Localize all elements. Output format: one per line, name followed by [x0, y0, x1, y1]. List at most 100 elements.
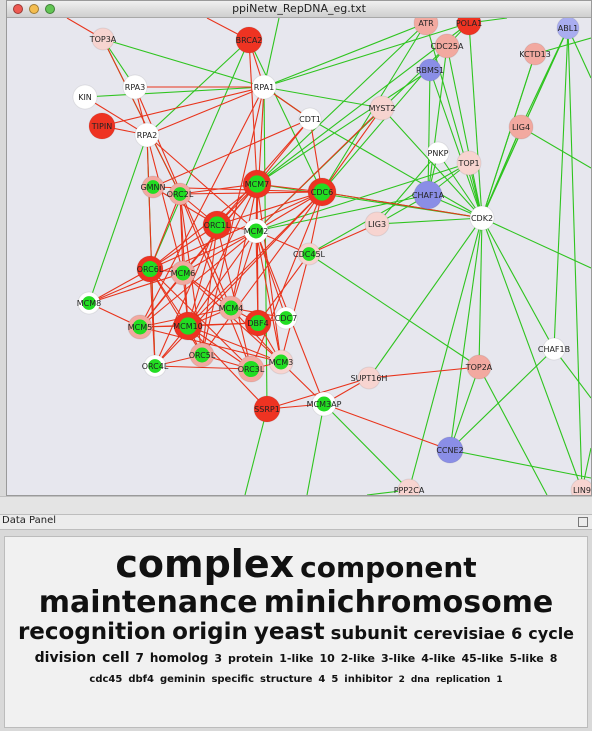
node-mcm6[interactable]: MCM6	[171, 261, 195, 285]
cloud-word[interactable]: 3-like	[381, 653, 415, 665]
node-rpa3[interactable]: RPA3	[123, 75, 147, 99]
cloud-word[interactable]: replication	[436, 676, 491, 685]
cloud-word[interactable]: dna	[411, 676, 430, 685]
edge-myst2-cdc6[interactable]	[322, 108, 382, 192]
node-brca2[interactable]: BRCA2	[236, 27, 263, 53]
node-top1[interactable]: TOP1	[457, 151, 481, 175]
edge-top3a-orc2l[interactable]	[103, 39, 180, 194]
edge-lin9-cdk2[interactable]	[482, 218, 582, 490]
node-orc3l[interactable]: ORC3L	[238, 356, 265, 382]
cloud-word[interactable]: cerevisiae	[414, 626, 506, 643]
cloud-word[interactable]: 1	[496, 676, 502, 685]
node-chaf1b[interactable]: CHAF1B	[538, 338, 570, 360]
node-orc6l[interactable]: ORC6L	[137, 256, 164, 282]
node-ccne2[interactable]: CCNE2	[436, 437, 463, 463]
node-ssrp1[interactable]: SSRP1	[254, 396, 280, 422]
cloud-word[interactable]: specific	[211, 675, 254, 686]
node-dbf4[interactable]: DBF4	[245, 310, 271, 336]
node-orc4l[interactable]: ORC4L	[142, 355, 169, 377]
cloud-word[interactable]: 4-like	[421, 653, 455, 665]
cloud-word[interactable]: 8	[550, 653, 558, 665]
edge-supt16h-cdk2[interactable]	[369, 218, 482, 378]
cloud-word[interactable]: protein	[228, 653, 273, 665]
node-mcm4[interactable]: MCM4	[219, 296, 243, 320]
edge-mcm3ap-ccne2[interactable]	[324, 404, 450, 450]
node-lin9[interactable]: LIN9	[571, 479, 591, 495]
cloud-word[interactable]: cdc45	[89, 675, 122, 686]
node-orc5l[interactable]: ORC5L	[189, 343, 216, 367]
cloud-word[interactable]: 2-like	[341, 653, 375, 665]
cloud-word[interactable]: 5-like	[509, 653, 543, 665]
node-tipin[interactable]: TIPIN	[89, 113, 115, 139]
node-mcm8[interactable]: MCM8	[77, 292, 101, 314]
node-mcm10[interactable]: MCM10	[173, 312, 203, 340]
cloud-word[interactable]: maintenance	[39, 587, 258, 619]
node-gmnn[interactable]: GMNN	[140, 176, 165, 198]
cloud-word[interactable]: 10	[319, 653, 334, 665]
node-ppp2ca[interactable]: PPP2CA	[394, 479, 425, 495]
cloud-word[interactable]: 7	[136, 652, 144, 665]
cloud-word[interactable]: component	[300, 553, 477, 582]
edge-myst2-mcm2[interactable]	[256, 108, 382, 231]
cloud-word[interactable]: 1-like	[279, 653, 313, 665]
edge-mcm3ap-ppp2ca[interactable]	[324, 404, 409, 490]
node-lig4[interactable]: LIG4	[509, 115, 533, 139]
edge-mcm7-mcm4[interactable]	[231, 184, 257, 308]
cloud-word[interactable]: complex	[115, 545, 294, 585]
cloud-word[interactable]: division	[35, 651, 96, 666]
edge-rpa1-myst2[interactable]	[264, 87, 382, 108]
node-cdk2[interactable]: CDK2	[470, 206, 494, 230]
cloud-word[interactable]: geminin	[160, 675, 205, 686]
node-pnkp[interactable]: PNKP	[427, 142, 449, 164]
node-cdc7[interactable]: CDC7	[275, 307, 297, 329]
cloud-word[interactable]: minichromosome	[264, 587, 554, 619]
node-rpa1[interactable]: RPA1	[252, 75, 276, 99]
node-cdc6[interactable]: CDC6	[308, 178, 336, 206]
cloud-word[interactable]: yeast	[254, 620, 325, 644]
node-orc1l[interactable]: ORC1L	[203, 211, 231, 239]
cloud-word[interactable]: inhibitor	[344, 675, 392, 686]
edge-lig4-cdk2[interactable]	[482, 127, 521, 218]
window-titlebar[interactable]: ppiNetw_RepDNA_eg.txt	[7, 1, 591, 18]
cloud-word[interactable]: structure	[260, 675, 312, 686]
edge-cdk2-chaf1b[interactable]	[482, 218, 554, 349]
edge-mcm3ap-offscreen[interactable]	[307, 404, 324, 495]
edge-abl1-lig4[interactable]	[521, 28, 568, 127]
cloud-word[interactable]: subunit	[331, 625, 408, 644]
node-rpa2[interactable]: RPA2	[135, 123, 159, 147]
cloud-word[interactable]: dbf4	[128, 675, 154, 686]
cloud-word[interactable]: 2	[399, 676, 405, 685]
edge-cdk2-cdt1[interactable]	[310, 119, 482, 218]
network-canvas[interactable]: TOP3A BRCA2 ATR POLA1 ABL1 CDC25A KCTD13 RBMS1 K…	[7, 18, 591, 495]
edge-cdk2-lig3[interactable]	[377, 218, 482, 224]
node-cdt1[interactable]: CDT1	[299, 108, 321, 130]
cloud-word[interactable]: 6	[511, 626, 522, 643]
cloud-word[interactable]: 4	[318, 675, 325, 686]
node-atr[interactable]: ATR	[414, 18, 438, 35]
cloud-word[interactable]: origin	[172, 620, 248, 644]
float-panel-icon[interactable]	[578, 517, 588, 527]
edge-cdc6-cdk2[interactable]	[322, 192, 482, 218]
edge-mcm8-rpa2[interactable]	[89, 135, 147, 303]
edge-cdk2-ccne2[interactable]	[450, 218, 482, 450]
node-mcm7[interactable]: MCM7	[243, 170, 271, 198]
node-kctd13[interactable]: KCTD13	[519, 43, 551, 65]
edge-top2a-cdc45l[interactable]	[309, 254, 479, 367]
cloud-word[interactable]: homolog	[150, 652, 208, 665]
cloud-word[interactable]: recognition	[18, 620, 166, 644]
node-mcm2[interactable]: MCM2	[244, 219, 268, 243]
edge-abl1-chaf1b[interactable]	[554, 28, 568, 349]
node-abl1[interactable]: ABL1	[557, 18, 579, 39]
cloud-word[interactable]: 45-like	[462, 653, 504, 665]
cloud-word[interactable]: 3	[214, 653, 222, 665]
cloud-word[interactable]: 5	[331, 675, 338, 686]
node-mcm3[interactable]: MCM3	[269, 350, 293, 374]
node-lig3[interactable]: LIG3	[365, 212, 389, 236]
cloud-word[interactable]: cell	[102, 651, 129, 666]
network-graph[interactable]: TOP3A BRCA2ATR POLA1ABL1CDC25AKCTD13RBMS1K…	[7, 18, 591, 495]
cloud-word[interactable]: cycle	[528, 626, 574, 643]
edge-top2a-offscreen[interactable]	[479, 367, 547, 495]
edge-atr-rpa1[interactable]	[264, 23, 426, 87]
node-top3a[interactable]: TOP3A	[89, 28, 117, 50]
edge-kin-rpa1[interactable]	[85, 87, 264, 97]
